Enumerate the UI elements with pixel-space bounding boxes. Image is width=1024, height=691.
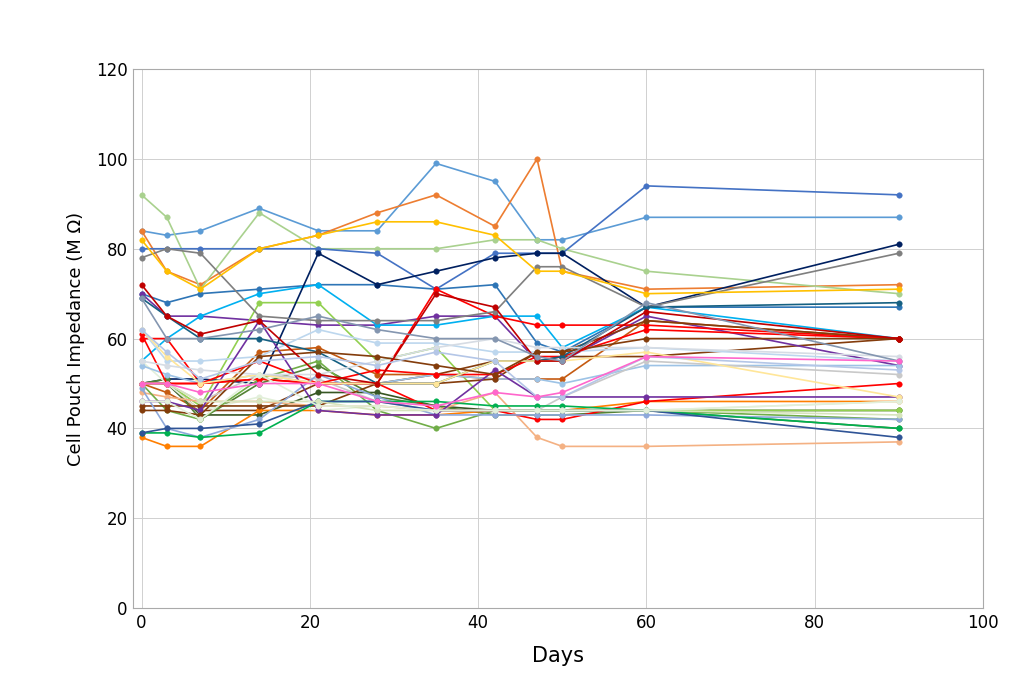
Y-axis label: Cell Pouch Impedance (M Ω): Cell Pouch Impedance (M Ω) (67, 211, 85, 466)
X-axis label: Days: Days (532, 645, 584, 665)
